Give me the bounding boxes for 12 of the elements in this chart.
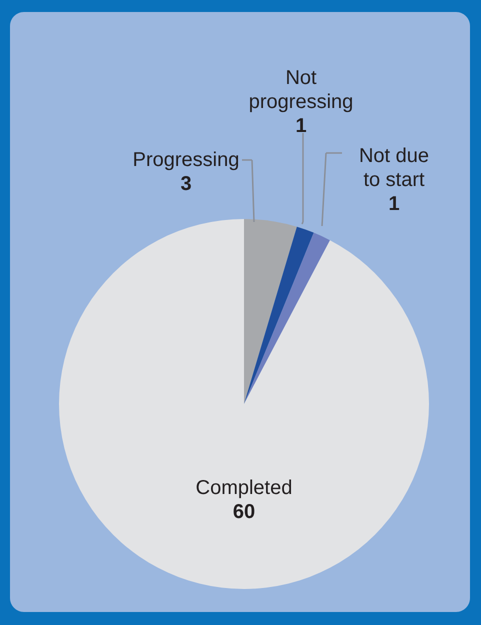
data-label: 3 [180,173,192,195]
pie-slice [59,219,429,589]
slice-label: Not progressing [248,67,354,113]
pie-slice [244,232,330,404]
data-label: 1 [388,193,400,215]
data-label: 1 [295,115,307,137]
pie-slice [244,226,314,404]
slice-label: Completed [196,477,292,499]
data-label: 60 [232,501,256,523]
slice-label: Not due to start [358,145,430,191]
pie-slice [244,219,297,404]
slice-label: Progressing [132,149,240,171]
